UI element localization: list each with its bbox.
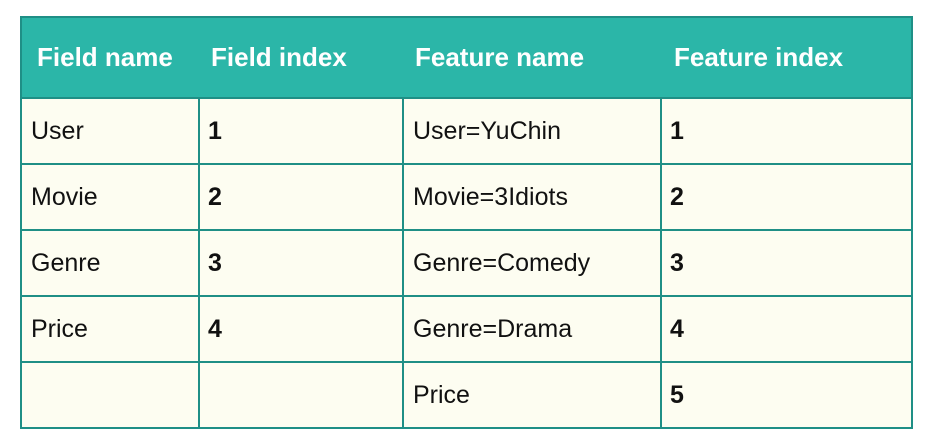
header-feature-name: Feature name xyxy=(403,17,661,98)
feature-index-cell: 1 xyxy=(660,97,913,165)
field-index-cell xyxy=(198,361,404,429)
field-name-cell: Price xyxy=(20,295,200,363)
table-row: Price 4 Genre=Drama 4 xyxy=(20,295,913,363)
feature-index-cell: 2 xyxy=(660,163,913,231)
header-field-name: Field name xyxy=(21,17,199,98)
field-index-cell: 2 xyxy=(198,163,404,231)
feature-name-cell: Genre=Drama xyxy=(402,295,662,363)
field-feature-table: Field name Field index Feature name Feat… xyxy=(20,16,913,429)
feature-index-cell: 4 xyxy=(660,295,913,363)
table-row: User 1 User=YuChin 1 xyxy=(20,97,913,165)
field-name-cell: User xyxy=(20,97,200,165)
feature-index-cell: 5 xyxy=(660,361,913,429)
header-field-index: Field index xyxy=(199,17,403,98)
field-name-cell: Genre xyxy=(20,229,200,297)
header-feature-index: Feature index xyxy=(661,17,912,98)
table-row: Movie 2 Movie=3Idiots 2 xyxy=(20,163,913,231)
feature-name-cell: Price xyxy=(402,361,662,429)
table-header: Field name Field index Feature name Feat… xyxy=(21,17,912,98)
table-row: Genre 3 Genre=Comedy 3 xyxy=(20,229,913,297)
field-index-cell: 3 xyxy=(198,229,404,297)
table-row: Price 5 xyxy=(20,361,913,429)
feature-name-cell: User=YuChin xyxy=(402,97,662,165)
feature-name-cell: Genre=Comedy xyxy=(402,229,662,297)
feature-index-cell: 3 xyxy=(660,229,913,297)
field-index-cell: 1 xyxy=(198,97,404,165)
field-index-cell: 4 xyxy=(198,295,404,363)
table-body: User 1 User=YuChin 1 Movie 2 Movie=3Idio… xyxy=(20,97,913,429)
field-name-cell: Movie xyxy=(20,163,200,231)
feature-name-cell: Movie=3Idiots xyxy=(402,163,662,231)
header-row: Field name Field index Feature name Feat… xyxy=(21,17,912,98)
field-name-cell xyxy=(20,361,200,429)
